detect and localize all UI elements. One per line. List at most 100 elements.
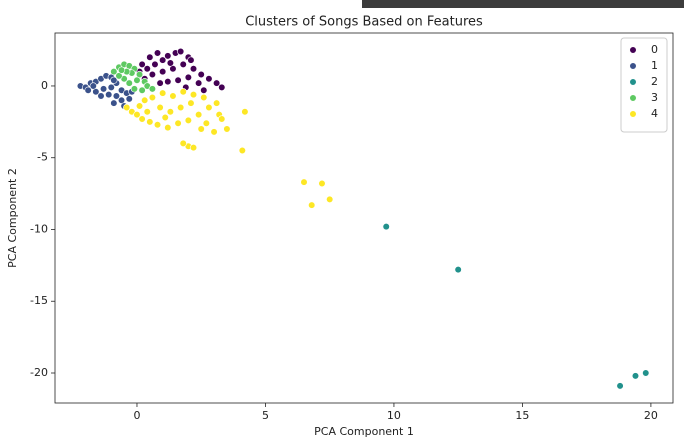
point xyxy=(133,76,141,84)
point xyxy=(133,111,141,119)
point xyxy=(174,76,182,84)
point xyxy=(382,223,390,231)
point xyxy=(110,76,118,84)
chart-title: Clusters of Songs Based on Features xyxy=(245,15,483,30)
point xyxy=(205,103,213,112)
legend-label: 1 xyxy=(651,59,658,72)
window-bar xyxy=(362,0,684,8)
y-tick-label: -5 xyxy=(37,151,48,164)
point xyxy=(179,88,187,96)
legend-label: 2 xyxy=(651,75,658,88)
point xyxy=(148,93,156,102)
point xyxy=(174,119,182,127)
point xyxy=(205,75,213,83)
point xyxy=(151,60,159,69)
point xyxy=(197,70,205,79)
point xyxy=(84,86,92,94)
point xyxy=(195,111,203,119)
point xyxy=(166,59,174,67)
legend-marker xyxy=(629,62,637,70)
point xyxy=(123,103,131,112)
point xyxy=(202,119,210,127)
point xyxy=(89,82,97,90)
point xyxy=(189,65,198,73)
legend-marker xyxy=(629,78,637,86)
point xyxy=(143,108,151,116)
point xyxy=(148,70,156,79)
legend-label: 0 xyxy=(651,43,658,56)
point xyxy=(161,113,169,122)
point xyxy=(189,144,198,152)
point xyxy=(153,121,162,129)
point xyxy=(187,99,195,107)
point xyxy=(189,90,198,99)
point xyxy=(148,85,156,93)
point xyxy=(213,79,221,87)
point xyxy=(177,103,185,112)
legend-box xyxy=(620,37,668,133)
point xyxy=(117,66,126,74)
point xyxy=(143,65,151,73)
point xyxy=(159,89,167,97)
point xyxy=(138,86,146,94)
legend-label: 3 xyxy=(651,91,658,104)
point xyxy=(318,179,326,188)
point xyxy=(125,79,133,87)
point xyxy=(326,195,334,203)
point xyxy=(616,382,624,390)
point xyxy=(177,47,185,56)
point xyxy=(187,56,195,64)
y-axis-label: PCA Component 2 xyxy=(6,168,19,268)
point xyxy=(213,99,221,107)
point xyxy=(184,73,192,81)
x-axis-label: PCA Component 1 xyxy=(314,425,414,438)
point xyxy=(197,125,205,133)
legend-marker xyxy=(629,110,637,118)
point xyxy=(241,108,249,116)
x-tick-label: 10 xyxy=(387,409,401,422)
point xyxy=(138,115,146,123)
legend-marker xyxy=(629,94,637,102)
point xyxy=(110,68,118,76)
point xyxy=(125,95,133,103)
x-tick-label: 15 xyxy=(515,409,529,422)
point xyxy=(135,102,144,110)
point xyxy=(156,79,164,87)
point xyxy=(97,92,105,100)
point xyxy=(153,49,162,57)
point xyxy=(166,108,174,116)
point xyxy=(179,139,187,147)
point xyxy=(107,83,115,91)
point xyxy=(179,60,187,69)
y-tick-label: -15 xyxy=(30,294,48,307)
point xyxy=(238,146,246,155)
point xyxy=(200,86,208,94)
legend-label: 4 xyxy=(651,107,658,120)
x-tick-label: 5 xyxy=(262,409,269,422)
point xyxy=(195,79,203,87)
point xyxy=(105,90,113,99)
point xyxy=(223,125,231,133)
x-tick-label: 20 xyxy=(644,409,658,422)
y-tick-label: 0 xyxy=(41,79,48,92)
point xyxy=(642,369,650,377)
point xyxy=(99,85,108,93)
point xyxy=(308,201,316,209)
point xyxy=(164,123,172,132)
point xyxy=(218,115,226,123)
point xyxy=(138,60,146,69)
point xyxy=(184,116,192,125)
point xyxy=(141,96,149,104)
x-tick-label: 0 xyxy=(133,409,140,422)
point xyxy=(164,78,172,86)
point xyxy=(112,92,121,100)
point xyxy=(146,53,154,61)
point xyxy=(159,56,167,64)
point xyxy=(159,68,167,76)
point xyxy=(130,85,139,93)
point xyxy=(454,266,462,274)
y-tick-label: -20 xyxy=(30,366,48,379)
point xyxy=(631,372,640,380)
point xyxy=(146,118,154,126)
